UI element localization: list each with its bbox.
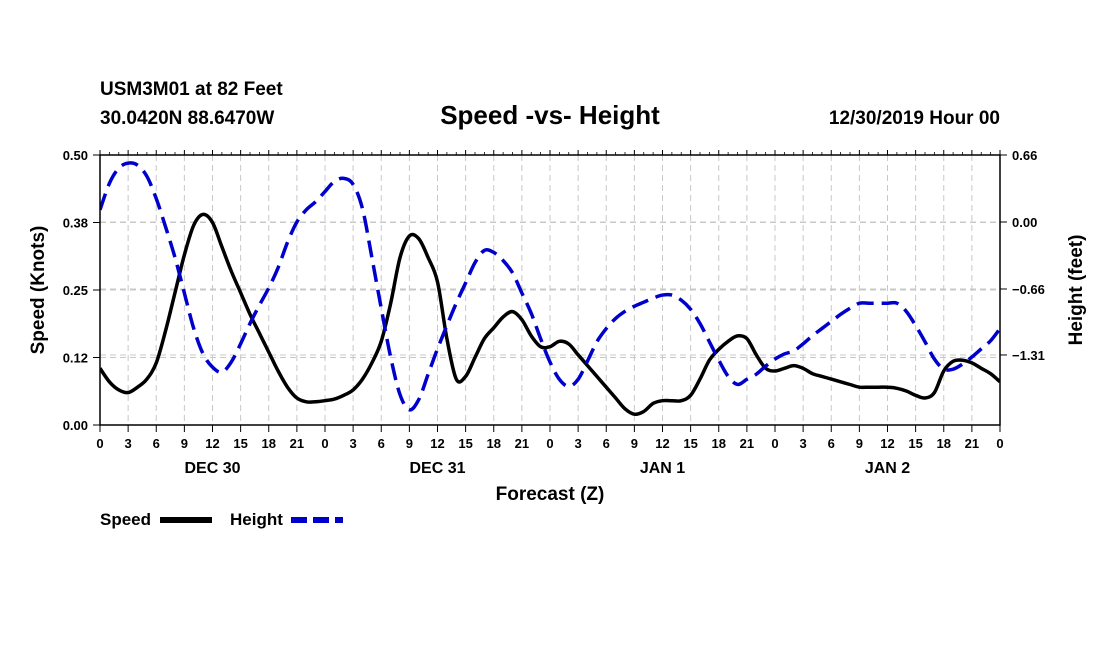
y-left-tick-label: 0.00 bbox=[63, 418, 88, 433]
station-label: USM3M01 at 82 Feet bbox=[100, 79, 283, 100]
x-axis-title: Forecast (Z) bbox=[496, 484, 605, 505]
y-axis-left-title: Speed (Knots) bbox=[28, 226, 49, 355]
y-right-tick-label: −1.31 bbox=[1012, 348, 1045, 363]
axis-ticks bbox=[93, 150, 1007, 432]
legend-height-label: Height bbox=[230, 510, 283, 529]
x-tick-label: 9 bbox=[631, 436, 638, 451]
x-tick-label: 12 bbox=[430, 436, 444, 451]
x-tick-label: 21 bbox=[965, 436, 979, 451]
x-tick-label: 3 bbox=[575, 436, 582, 451]
date-label: DEC 30 bbox=[184, 460, 240, 477]
x-tick-label: 3 bbox=[125, 436, 132, 451]
plot-area bbox=[99, 154, 1001, 426]
date-label: DEC 31 bbox=[409, 460, 465, 477]
x-tick-label: 12 bbox=[655, 436, 669, 451]
date-label: JAN 1 bbox=[640, 460, 685, 477]
x-tick-label: 6 bbox=[153, 436, 160, 451]
x-tick-label: 9 bbox=[856, 436, 863, 451]
x-tick-label: 0 bbox=[771, 436, 778, 451]
x-tick-label: 12 bbox=[205, 436, 219, 451]
x-tick-label: 15 bbox=[233, 436, 247, 451]
coords-label: 30.0420N 88.6470W bbox=[100, 108, 274, 129]
y-right-tick-label: 0.66 bbox=[1012, 148, 1037, 163]
x-tick-label: 15 bbox=[683, 436, 697, 451]
legend-speed-label: Speed bbox=[100, 510, 151, 529]
datetime-label: 12/30/2019 Hour 00 bbox=[829, 108, 1000, 129]
x-tick-label: 0 bbox=[321, 436, 328, 451]
y-axis-right-title: Height (feet) bbox=[1066, 235, 1087, 346]
y-left-tick-label: 0.50 bbox=[63, 148, 88, 163]
x-tick-label: 9 bbox=[406, 436, 413, 451]
x-tick-label: 6 bbox=[603, 436, 610, 451]
x-tick-label: 3 bbox=[800, 436, 807, 451]
y-right-tick-label: −0.66 bbox=[1012, 282, 1045, 297]
series-line-height bbox=[100, 161, 1000, 412]
x-tick-label: 0 bbox=[546, 436, 553, 451]
y-right-tick-label: 0.00 bbox=[1012, 215, 1037, 230]
y-left-tick-label: 0.25 bbox=[63, 283, 88, 298]
x-tick-label: 18 bbox=[712, 436, 726, 451]
x-tick-label: 21 bbox=[290, 436, 304, 451]
x-tick-label: 21 bbox=[515, 436, 529, 451]
x-tick-label: 3 bbox=[350, 436, 357, 451]
series-line-speed bbox=[100, 212, 1000, 417]
y-left-tick-label: 0.12 bbox=[63, 351, 88, 366]
x-tick-label: 21 bbox=[740, 436, 754, 451]
x-tick-label: 18 bbox=[262, 436, 276, 451]
x-tick-label: 15 bbox=[908, 436, 922, 451]
grid-lines bbox=[100, 155, 1000, 425]
x-tick-label: 18 bbox=[937, 436, 951, 451]
x-tick-label: 6 bbox=[828, 436, 835, 451]
x-tick-label: 15 bbox=[458, 436, 472, 451]
axis-labels: 0 3 6 9 12 15 18 21 0 3 6 9 12 15 18 21 0 3 6 9 12 15 18 21 0 3 6 9… bbox=[63, 148, 1045, 477]
x-tick-label: 0 bbox=[996, 436, 1003, 451]
x-tick-label: 12 bbox=[880, 436, 894, 451]
x-tick-label: 6 bbox=[378, 436, 385, 451]
x-tick-label: 9 bbox=[181, 436, 188, 451]
y-left-tick-label: 0.38 bbox=[63, 216, 88, 231]
series-layer bbox=[100, 161, 1000, 417]
chart-title: Speed -vs- Height bbox=[440, 100, 660, 130]
x-tick-label: 18 bbox=[487, 436, 501, 451]
date-label: JAN 2 bbox=[865, 460, 910, 477]
legend: Speed Height bbox=[100, 510, 343, 529]
x-tick-label: 0 bbox=[96, 436, 103, 451]
